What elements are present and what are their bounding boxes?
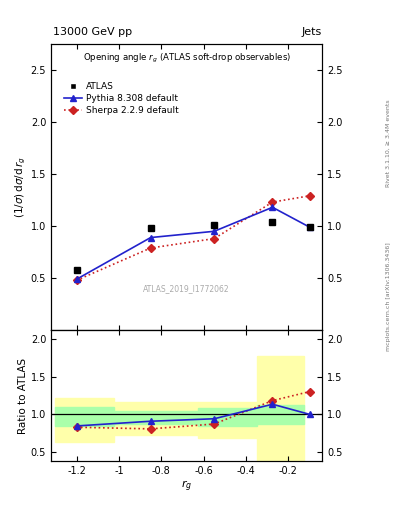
Text: 13000 GeV pp: 13000 GeV pp	[53, 27, 132, 37]
Bar	[55, 407, 114, 425]
Text: ATLAS_2019_I1772062: ATLAS_2019_I1772062	[143, 284, 230, 293]
Bar	[55, 398, 114, 442]
X-axis label: $r_g$: $r_g$	[181, 478, 192, 494]
Bar	[114, 411, 198, 424]
Text: mcplots.cern.ch [arXiv:1306.3436]: mcplots.cern.ch [arXiv:1306.3436]	[386, 243, 391, 351]
Bar	[198, 409, 257, 425]
Bar	[257, 356, 304, 461]
Bar	[114, 402, 198, 435]
Text: Opening angle $r_g$ (ATLAS soft-drop observables): Opening angle $r_g$ (ATLAS soft-drop obs…	[83, 52, 291, 65]
Text: Jets: Jets	[301, 27, 321, 37]
Bar	[198, 402, 257, 438]
Y-axis label: $(1/\sigma)\,\mathrm{d}\sigma/\mathrm{d}\,r_g$: $(1/\sigma)\,\mathrm{d}\sigma/\mathrm{d}…	[13, 156, 28, 218]
Legend: ATLAS, Pythia 8.308 default, Sherpa 2.2.9 default: ATLAS, Pythia 8.308 default, Sherpa 2.2.…	[64, 82, 179, 115]
Bar	[257, 404, 304, 424]
Text: Rivet 3.1.10, ≥ 3.4M events: Rivet 3.1.10, ≥ 3.4M events	[386, 99, 391, 187]
Y-axis label: Ratio to ATLAS: Ratio to ATLAS	[18, 357, 28, 434]
